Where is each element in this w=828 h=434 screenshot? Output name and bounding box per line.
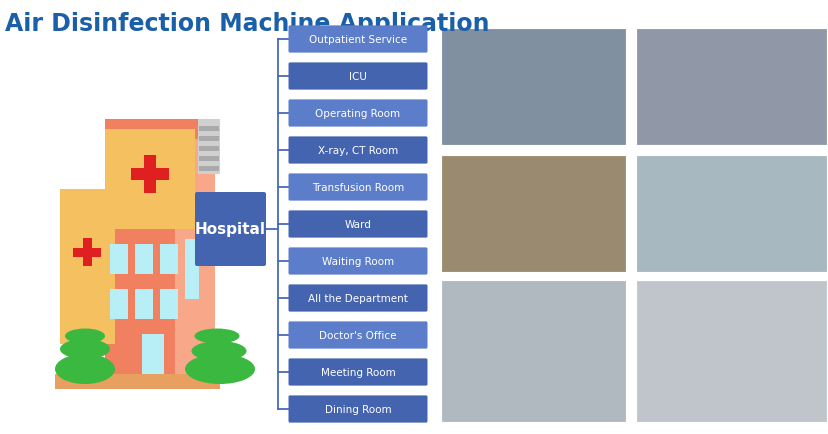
Bar <box>142 334 164 374</box>
Bar <box>440 279 628 424</box>
Text: Meeting Room: Meeting Room <box>320 367 395 377</box>
FancyBboxPatch shape <box>288 100 427 127</box>
Bar <box>199 167 219 171</box>
Ellipse shape <box>60 339 110 359</box>
Bar <box>60 190 115 344</box>
FancyBboxPatch shape <box>288 211 427 238</box>
Text: X-ray, CT Room: X-ray, CT Room <box>317 146 397 156</box>
Bar <box>199 127 219 132</box>
Bar <box>634 279 828 424</box>
FancyBboxPatch shape <box>288 358 427 386</box>
Bar <box>175 140 214 374</box>
Text: Waiting Room: Waiting Room <box>321 256 393 266</box>
Ellipse shape <box>55 354 115 384</box>
Ellipse shape <box>65 329 105 344</box>
Bar <box>440 155 628 274</box>
Text: ICU: ICU <box>349 72 367 82</box>
FancyBboxPatch shape <box>288 322 427 349</box>
Ellipse shape <box>185 354 255 384</box>
Text: Hospital: Hospital <box>195 222 266 237</box>
Bar <box>199 157 219 161</box>
FancyBboxPatch shape <box>288 63 427 90</box>
FancyBboxPatch shape <box>288 285 427 312</box>
Bar <box>185 240 199 299</box>
Bar <box>634 155 828 274</box>
FancyBboxPatch shape <box>195 193 266 266</box>
Text: Dining Room: Dining Room <box>325 404 391 414</box>
Bar <box>83 238 92 266</box>
Bar <box>160 244 178 274</box>
Bar <box>110 289 128 319</box>
Bar <box>135 289 153 319</box>
Text: Operating Room: Operating Room <box>315 109 400 119</box>
FancyBboxPatch shape <box>288 26 427 53</box>
Bar <box>131 169 169 181</box>
Ellipse shape <box>195 329 239 344</box>
FancyBboxPatch shape <box>288 248 427 275</box>
Bar <box>440 28 628 148</box>
Text: Ward: Ward <box>344 220 371 230</box>
Bar <box>105 130 195 230</box>
Text: Doctor's Office: Doctor's Office <box>319 330 397 340</box>
Bar <box>160 289 178 319</box>
Text: All the Department: All the Department <box>308 293 407 303</box>
Ellipse shape <box>191 341 246 361</box>
Text: Transfusion Room: Transfusion Room <box>311 183 403 193</box>
Bar <box>55 374 219 389</box>
Text: Outpatient Service: Outpatient Service <box>309 35 407 45</box>
FancyBboxPatch shape <box>288 174 427 201</box>
FancyBboxPatch shape <box>288 137 427 164</box>
Bar <box>144 156 156 194</box>
Bar <box>199 147 219 151</box>
Bar <box>105 120 214 374</box>
Bar <box>198 120 219 174</box>
Text: Air Disinfection Machine Application: Air Disinfection Machine Application <box>5 12 489 36</box>
Bar <box>135 244 153 274</box>
Bar <box>634 28 828 148</box>
Bar <box>110 244 128 274</box>
FancyBboxPatch shape <box>288 395 427 423</box>
Bar <box>73 248 101 257</box>
Bar <box>199 137 219 141</box>
